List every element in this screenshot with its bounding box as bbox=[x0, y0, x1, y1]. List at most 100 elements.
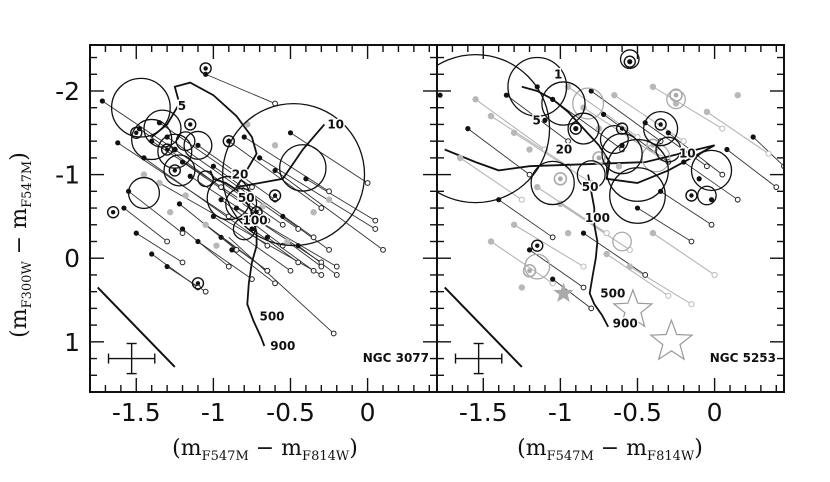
connector-line bbox=[117, 142, 230, 217]
connector-line bbox=[297, 245, 338, 276]
grey-target-ring bbox=[592, 151, 606, 165]
old-age-track bbox=[587, 174, 609, 328]
connector-line bbox=[197, 241, 253, 280]
filled-point bbox=[542, 117, 548, 123]
y-axis-label: (mF300W − mF547M) bbox=[7, 152, 35, 338]
uncertainty-circle bbox=[157, 133, 193, 169]
filled-point bbox=[750, 134, 756, 140]
connector-line bbox=[282, 216, 330, 251]
open-point bbox=[326, 188, 332, 195]
age-label: 50 bbox=[238, 191, 255, 205]
open-point bbox=[773, 184, 780, 191]
filled-point bbox=[681, 159, 687, 165]
connector-line bbox=[290, 132, 368, 184]
uncertainty-circle bbox=[221, 103, 366, 247]
open-point bbox=[218, 184, 224, 191]
open-point bbox=[318, 263, 325, 270]
panel-ngc-3077: 5 10 20 50 100 500 900 -1.5 -1 -0.5 0 -2 -1 0 1 NGC 307… bbox=[55, 44, 438, 427]
filled-point bbox=[172, 146, 178, 153]
open-point bbox=[642, 272, 649, 278]
grey-open-point bbox=[680, 138, 687, 145]
uncertainty-circle bbox=[605, 138, 669, 202]
open-point bbox=[372, 226, 379, 232]
grey-connector-line bbox=[475, 98, 546, 150]
target-point-ring bbox=[569, 122, 582, 135]
uncertainty-circle bbox=[507, 56, 568, 117]
grey-open-point bbox=[603, 230, 610, 237]
x-tick-label: -1.5 bbox=[459, 398, 508, 427]
filled-point bbox=[588, 88, 594, 94]
age-label: 50 bbox=[582, 180, 599, 194]
connector-line bbox=[506, 94, 569, 142]
panel-label: NGC 3077 bbox=[363, 351, 429, 365]
grey-connector-line bbox=[490, 241, 553, 284]
young-age-track bbox=[151, 81, 326, 189]
filled-point bbox=[550, 276, 556, 282]
open-point bbox=[333, 263, 340, 270]
connector-line bbox=[529, 249, 584, 288]
open-point bbox=[734, 196, 741, 203]
open-point bbox=[526, 171, 533, 178]
connector-line bbox=[205, 73, 276, 104]
target-point-ring bbox=[531, 239, 544, 252]
filled-point bbox=[210, 163, 216, 169]
x-tick-label: -1.5 bbox=[112, 398, 161, 427]
open-point bbox=[380, 246, 386, 253]
target-point-dot bbox=[203, 66, 208, 71]
uncertainty-circle bbox=[183, 130, 213, 160]
filled-point bbox=[164, 263, 170, 270]
open-point bbox=[719, 171, 726, 178]
connector-line bbox=[637, 207, 692, 242]
grey-point bbox=[626, 263, 633, 270]
grey-point bbox=[456, 154, 464, 162]
connector-line bbox=[683, 161, 738, 201]
age-label: 20 bbox=[232, 168, 249, 182]
target-point-dot bbox=[689, 193, 694, 198]
target-point-dot bbox=[658, 122, 663, 127]
panel-frame bbox=[436, 44, 785, 393]
y-tick-label: -2 bbox=[55, 77, 80, 106]
grey-connector-line bbox=[567, 86, 638, 138]
grey-point bbox=[672, 100, 680, 107]
open-point bbox=[333, 272, 340, 278]
target-point-ring bbox=[268, 189, 282, 202]
connector-line bbox=[726, 149, 777, 188]
open-point bbox=[272, 280, 278, 287]
grey-point bbox=[703, 108, 711, 116]
grey-point bbox=[310, 209, 317, 216]
grey-target-dot bbox=[557, 176, 563, 182]
age-label: 5 bbox=[178, 99, 186, 113]
filled-point bbox=[257, 155, 263, 161]
filled-point bbox=[580, 230, 587, 236]
uncertainty-circle bbox=[530, 160, 575, 206]
connector-line bbox=[220, 199, 284, 247]
grey-point bbox=[510, 221, 518, 228]
open-point bbox=[565, 138, 571, 145]
target-point-dot bbox=[134, 130, 139, 135]
grey-uncertainty-circle bbox=[572, 87, 605, 120]
age-label: 100 bbox=[585, 211, 610, 225]
filled-point bbox=[233, 205, 240, 211]
young-age-track bbox=[444, 85, 716, 184]
grey-point bbox=[202, 221, 209, 228]
grey-point bbox=[615, 163, 623, 170]
age-label: 500 bbox=[600, 286, 625, 300]
grey-point bbox=[487, 112, 495, 120]
open-point bbox=[225, 263, 232, 270]
grey-point bbox=[534, 183, 541, 191]
uncertainty-circle bbox=[567, 112, 600, 145]
reddening-vector bbox=[96, 286, 176, 368]
uncertainty-circle bbox=[599, 124, 629, 155]
connector-line bbox=[213, 165, 314, 238]
open-point bbox=[310, 234, 317, 241]
connector-line bbox=[166, 136, 299, 230]
star-marker bbox=[612, 288, 654, 328]
filled-point bbox=[287, 130, 294, 136]
grey-point bbox=[564, 229, 572, 237]
grey-connector-line bbox=[490, 115, 569, 167]
connector-line bbox=[128, 190, 183, 234]
grey-connector-line bbox=[513, 132, 592, 184]
age-label: 10 bbox=[327, 117, 344, 131]
old-age-track bbox=[209, 170, 266, 347]
